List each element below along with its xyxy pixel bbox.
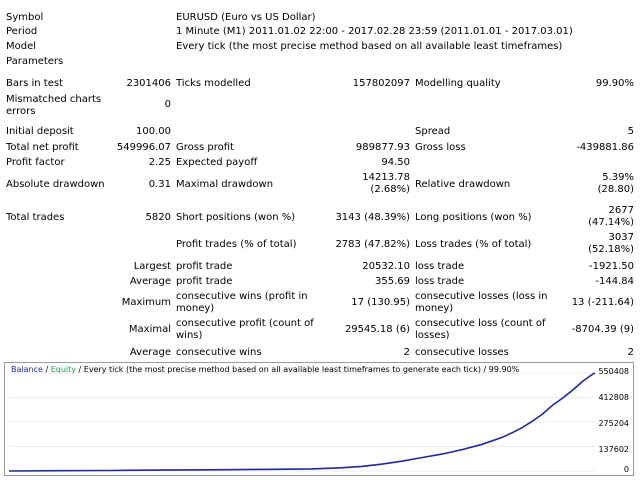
maximal-label: Maximal — [128, 324, 171, 335]
balance-chart: Balance / Equity / Every tick (the most … — [4, 362, 634, 476]
average-profit-trade-label: profit trade — [176, 276, 233, 287]
legend-balance: Balance — [11, 365, 43, 374]
relative-drawdown-label: Relative drawdown — [415, 179, 511, 190]
initial-deposit-label: Initial deposit — [6, 126, 74, 137]
mismatched-label: Mismatched charts errors — [6, 94, 102, 117]
relative-drawdown-value: 5.39% (28.80) — [597, 172, 634, 195]
short-positions-value: 3143 (48.39%) — [335, 212, 410, 223]
maximum-label: Maximum — [121, 297, 171, 308]
average-loss-trade-label: loss trade — [415, 276, 465, 287]
net-profit-value: 549996.07 — [116, 142, 171, 153]
gross-profit-value: 989877.93 — [355, 142, 410, 153]
y-tick-label: 137602 — [598, 445, 629, 454]
average-profit-trade-value: 355.69 — [375, 276, 410, 287]
period-label: Period — [6, 26, 38, 37]
profit-factor-label: Profit factor — [6, 157, 65, 168]
short-positions-label: Short positions (won %) — [176, 212, 296, 223]
consecutive-profit-count-value: 29545.18 (6) — [344, 324, 410, 335]
ticks-label: Ticks modelled — [176, 78, 251, 89]
largest-profit-trade-value: 20532.10 — [362, 261, 410, 272]
initial-deposit-value: 100.00 — [136, 126, 171, 137]
loss-trades-label: Loss trades (% of total) — [415, 239, 532, 250]
balance-chart-svg — [8, 372, 596, 472]
maximal-drawdown-value: 14213.78 (2.68%) — [362, 172, 410, 195]
symbol-value: EURUSD (Euro vs US Dollar) — [176, 12, 316, 23]
spread-value: 5 — [627, 126, 634, 137]
largest-loss-trade-label: loss trade — [415, 261, 465, 272]
maximal-drawdown-label: Maximal drawdown — [176, 179, 274, 190]
y-tick-label: 412808 — [598, 393, 629, 402]
consecutive-losses-value: 2 — [627, 347, 634, 358]
parameters-label: Parameters — [6, 56, 64, 67]
bars-value: 2301406 — [126, 78, 171, 89]
gross-loss-label: Gross loss — [415, 142, 466, 153]
average-label: Average — [129, 276, 171, 287]
mismatched-value: 0 — [164, 99, 171, 110]
model-label: Model — [6, 41, 37, 52]
absolute-drawdown-label: Absolute drawdown — [6, 179, 105, 190]
loss-trades-value: 3037 (52.18%) — [588, 232, 634, 255]
largest-loss-trade-value: -1921.50 — [589, 261, 634, 272]
consecutive-losses-money-value: 13 (-211.64) — [571, 297, 634, 308]
balance-series-line — [8, 372, 596, 472]
largest-profit-trade-label: profit trade — [176, 261, 233, 272]
y-tick-label: 275204 — [598, 419, 629, 428]
legend-equity: Equity — [50, 365, 76, 374]
profit-trades-label: Profit trades (% of total) — [176, 239, 297, 250]
consecutive-losses-label: consecutive losses — [415, 347, 509, 358]
gross-profit-label: Gross profit — [176, 142, 234, 153]
y-tick-label: 550408 — [598, 367, 629, 376]
total-trades-label: Total trades — [6, 212, 65, 223]
largest-label: Largest — [133, 261, 171, 272]
profit-factor-value: 2.25 — [148, 157, 171, 168]
total-trades-value: 5820 — [145, 212, 171, 223]
net-profit-label: Total net profit — [6, 142, 79, 153]
gross-loss-value: -439881.86 — [576, 142, 634, 153]
consecutive-loss-count-value: -8704.39 (9) — [571, 324, 634, 335]
ticks-value: 157802097 — [352, 78, 410, 89]
expected-payoff-value: 94.50 — [381, 157, 410, 168]
long-positions-label: Long positions (won %) — [415, 212, 532, 223]
model-value: Every tick (the most precise method base… — [176, 41, 563, 52]
consecutive-profit-count-label: consecutive profit (count of wins) — [176, 318, 314, 341]
quality-value: 99.90% — [595, 78, 634, 89]
consecutive-wins-value: 2 — [403, 347, 410, 358]
legend-separator: / — [42, 365, 51, 374]
consecutive-wins-money-value: 17 (130.95) — [351, 297, 410, 308]
average-consecutive-label: Average — [129, 347, 171, 358]
expected-payoff-label: Expected payoff — [176, 157, 258, 168]
consecutive-loss-count-label: consecutive loss (count of losses) — [415, 318, 546, 341]
bars-label: Bars in test — [6, 78, 63, 89]
legend-description: / Every tick (the most precise method ba… — [75, 365, 520, 374]
consecutive-wins-label: consecutive wins — [176, 347, 262, 358]
chart-legend: Balance / Equity / Every tick (the most … — [11, 365, 519, 374]
symbol-label: Symbol — [6, 12, 44, 23]
absolute-drawdown-value: 0.31 — [148, 179, 171, 190]
y-tick-label: 0 — [623, 465, 629, 474]
quality-label: Modelling quality — [415, 78, 501, 89]
profit-trades-value: 2783 (47.82%) — [335, 239, 410, 250]
consecutive-wins-money-label: consecutive wins (profit in money) — [176, 291, 308, 314]
consecutive-losses-money-label: consecutive losses (loss in money) — [415, 291, 548, 314]
average-loss-trade-value: -144.84 — [595, 276, 634, 287]
period-value: 1 Minute (M1) 2011.01.02 22:00 - 2017.02… — [176, 26, 573, 37]
spread-label: Spread — [415, 126, 451, 137]
long-positions-value: 2677 (47.14%) — [588, 205, 634, 228]
